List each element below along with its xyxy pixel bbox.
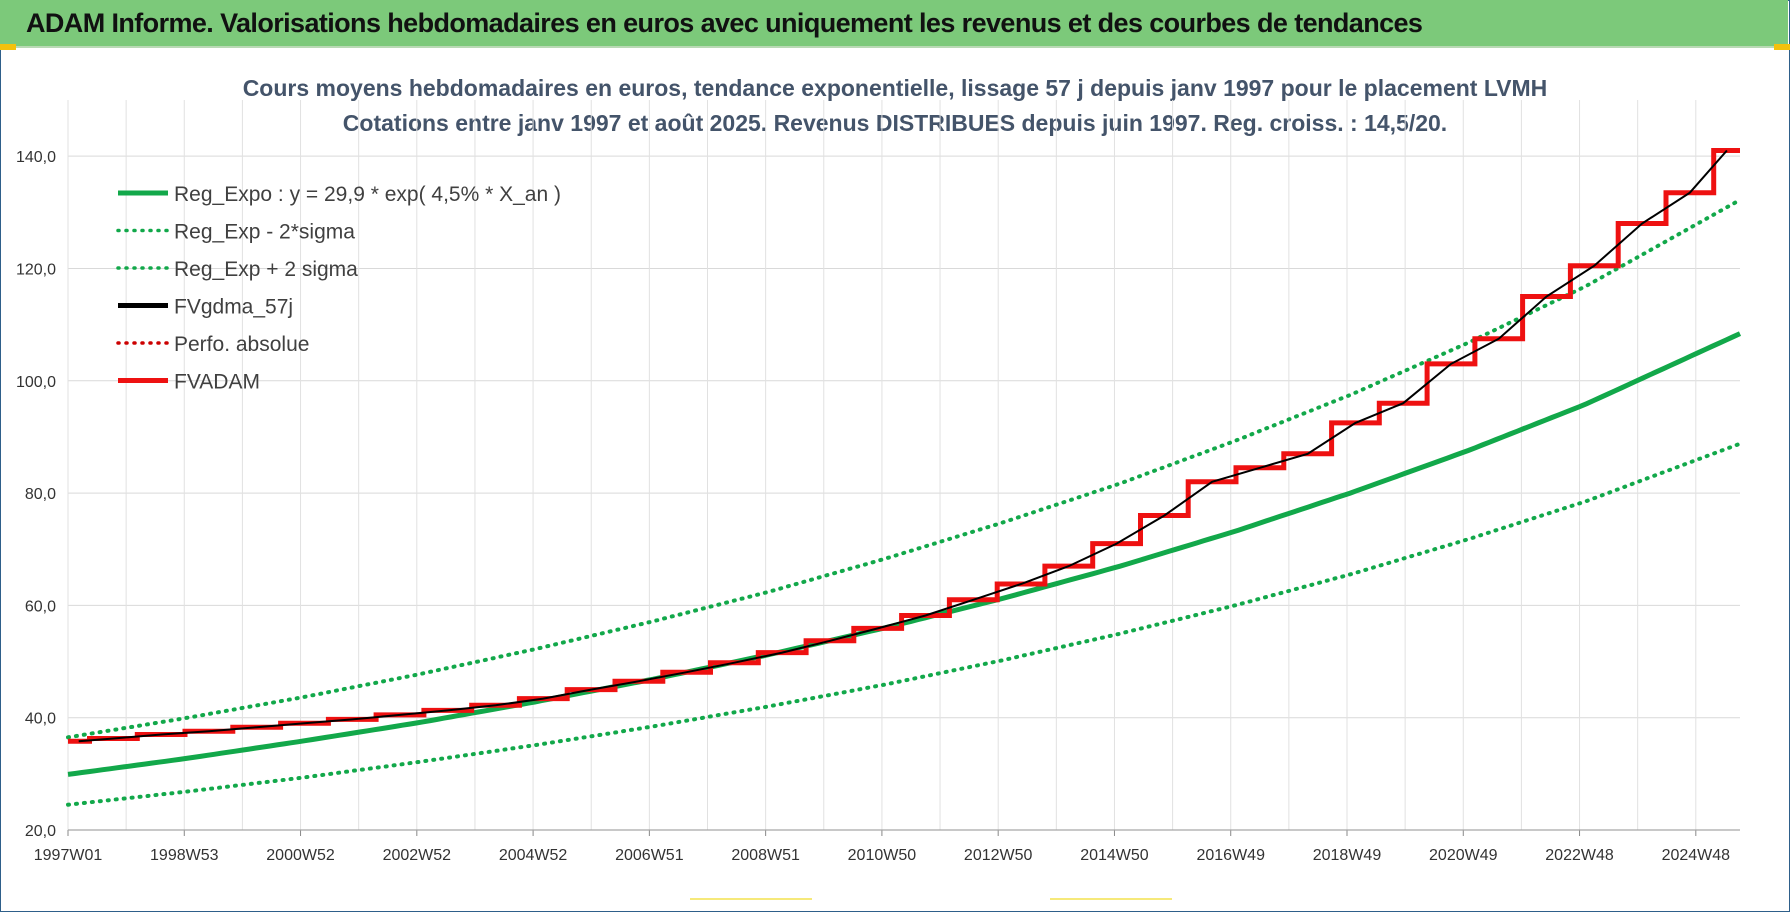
legend-label-reg_expo: Reg_Expo : y = 29,9 * exp( 4,5% * X_an ) [174, 183, 561, 206]
legend-label-perf: Perfo. absolue [174, 333, 309, 356]
series-group [66, 148, 1742, 807]
series-fvgdma-57j [78, 149, 1728, 743]
axes: 20,0 40,0 60,0 80,0 100,0 120,0 140,0 1997W01 19… [16, 149, 1740, 864]
x-tick-label: 2024W48 [1662, 847, 1731, 864]
corner-marker-right [1774, 44, 1790, 50]
y-tick-label: 80,0 [25, 486, 56, 503]
chart-title-line-1: Cours moyens hebdomadaires en euros, ten… [243, 75, 1548, 101]
legend-label-fvgdma: FVgdma_57j [174, 296, 293, 319]
series-reg-exp-plus-2sigma [66, 198, 1742, 740]
bottom-accent-line [690, 898, 812, 900]
y-tick-label: 140,0 [16, 149, 56, 166]
grid [67, 100, 1740, 831]
report-title: ADAM Informe. Valorisations hebdomadaire… [26, 8, 1423, 38]
x-tick-label: 2000W52 [266, 847, 335, 864]
x-tick-label: 1998W53 [150, 847, 219, 864]
x-tick-label: 1997W01 [34, 847, 103, 864]
x-tick-label: 2018W49 [1313, 847, 1382, 864]
bottom-accent-line [1050, 898, 1172, 900]
x-tick-label: 2014W50 [1080, 847, 1149, 864]
x-tick-label: 2012W50 [964, 847, 1033, 864]
x-tick-label: 2006W51 [615, 847, 684, 864]
y-tick-label: 120,0 [16, 261, 56, 278]
x-tick-label: 2002W52 [383, 847, 452, 864]
x-tick-label: 2016W49 [1196, 847, 1265, 864]
x-tick-label: 2020W49 [1429, 847, 1498, 864]
legend-label-reg_hi: Reg_Exp + 2 sigma [174, 258, 358, 281]
legend-label-reg_lo: Reg_Exp - 2*sigma [174, 221, 355, 244]
y-tick-label: 100,0 [16, 374, 56, 391]
y-tick-label: 20,0 [25, 823, 56, 840]
series-reg-exp-minus-2sigma [66, 441, 1742, 807]
x-tick-label: 2008W51 [731, 847, 800, 864]
y-tick-label: 60,0 [25, 598, 56, 615]
y-tick-label: 40,0 [25, 711, 56, 728]
x-tick-label: 2022W48 [1545, 847, 1614, 864]
report-banner: ADAM Informe. Valorisations hebdomadaire… [0, 0, 1788, 48]
legend: Reg_Expo : y = 29,9 * exp( 4,5% * X_an )… [116, 183, 561, 394]
corner-marker-left [0, 44, 16, 50]
legend-label-fvadam: FVADAM [174, 371, 260, 394]
chart-title-line-2: Cotations entre janv 1997 et août 2025. … [343, 110, 1447, 136]
x-tick-label: 2010W50 [848, 847, 917, 864]
x-tick-label: 2004W52 [499, 847, 568, 864]
